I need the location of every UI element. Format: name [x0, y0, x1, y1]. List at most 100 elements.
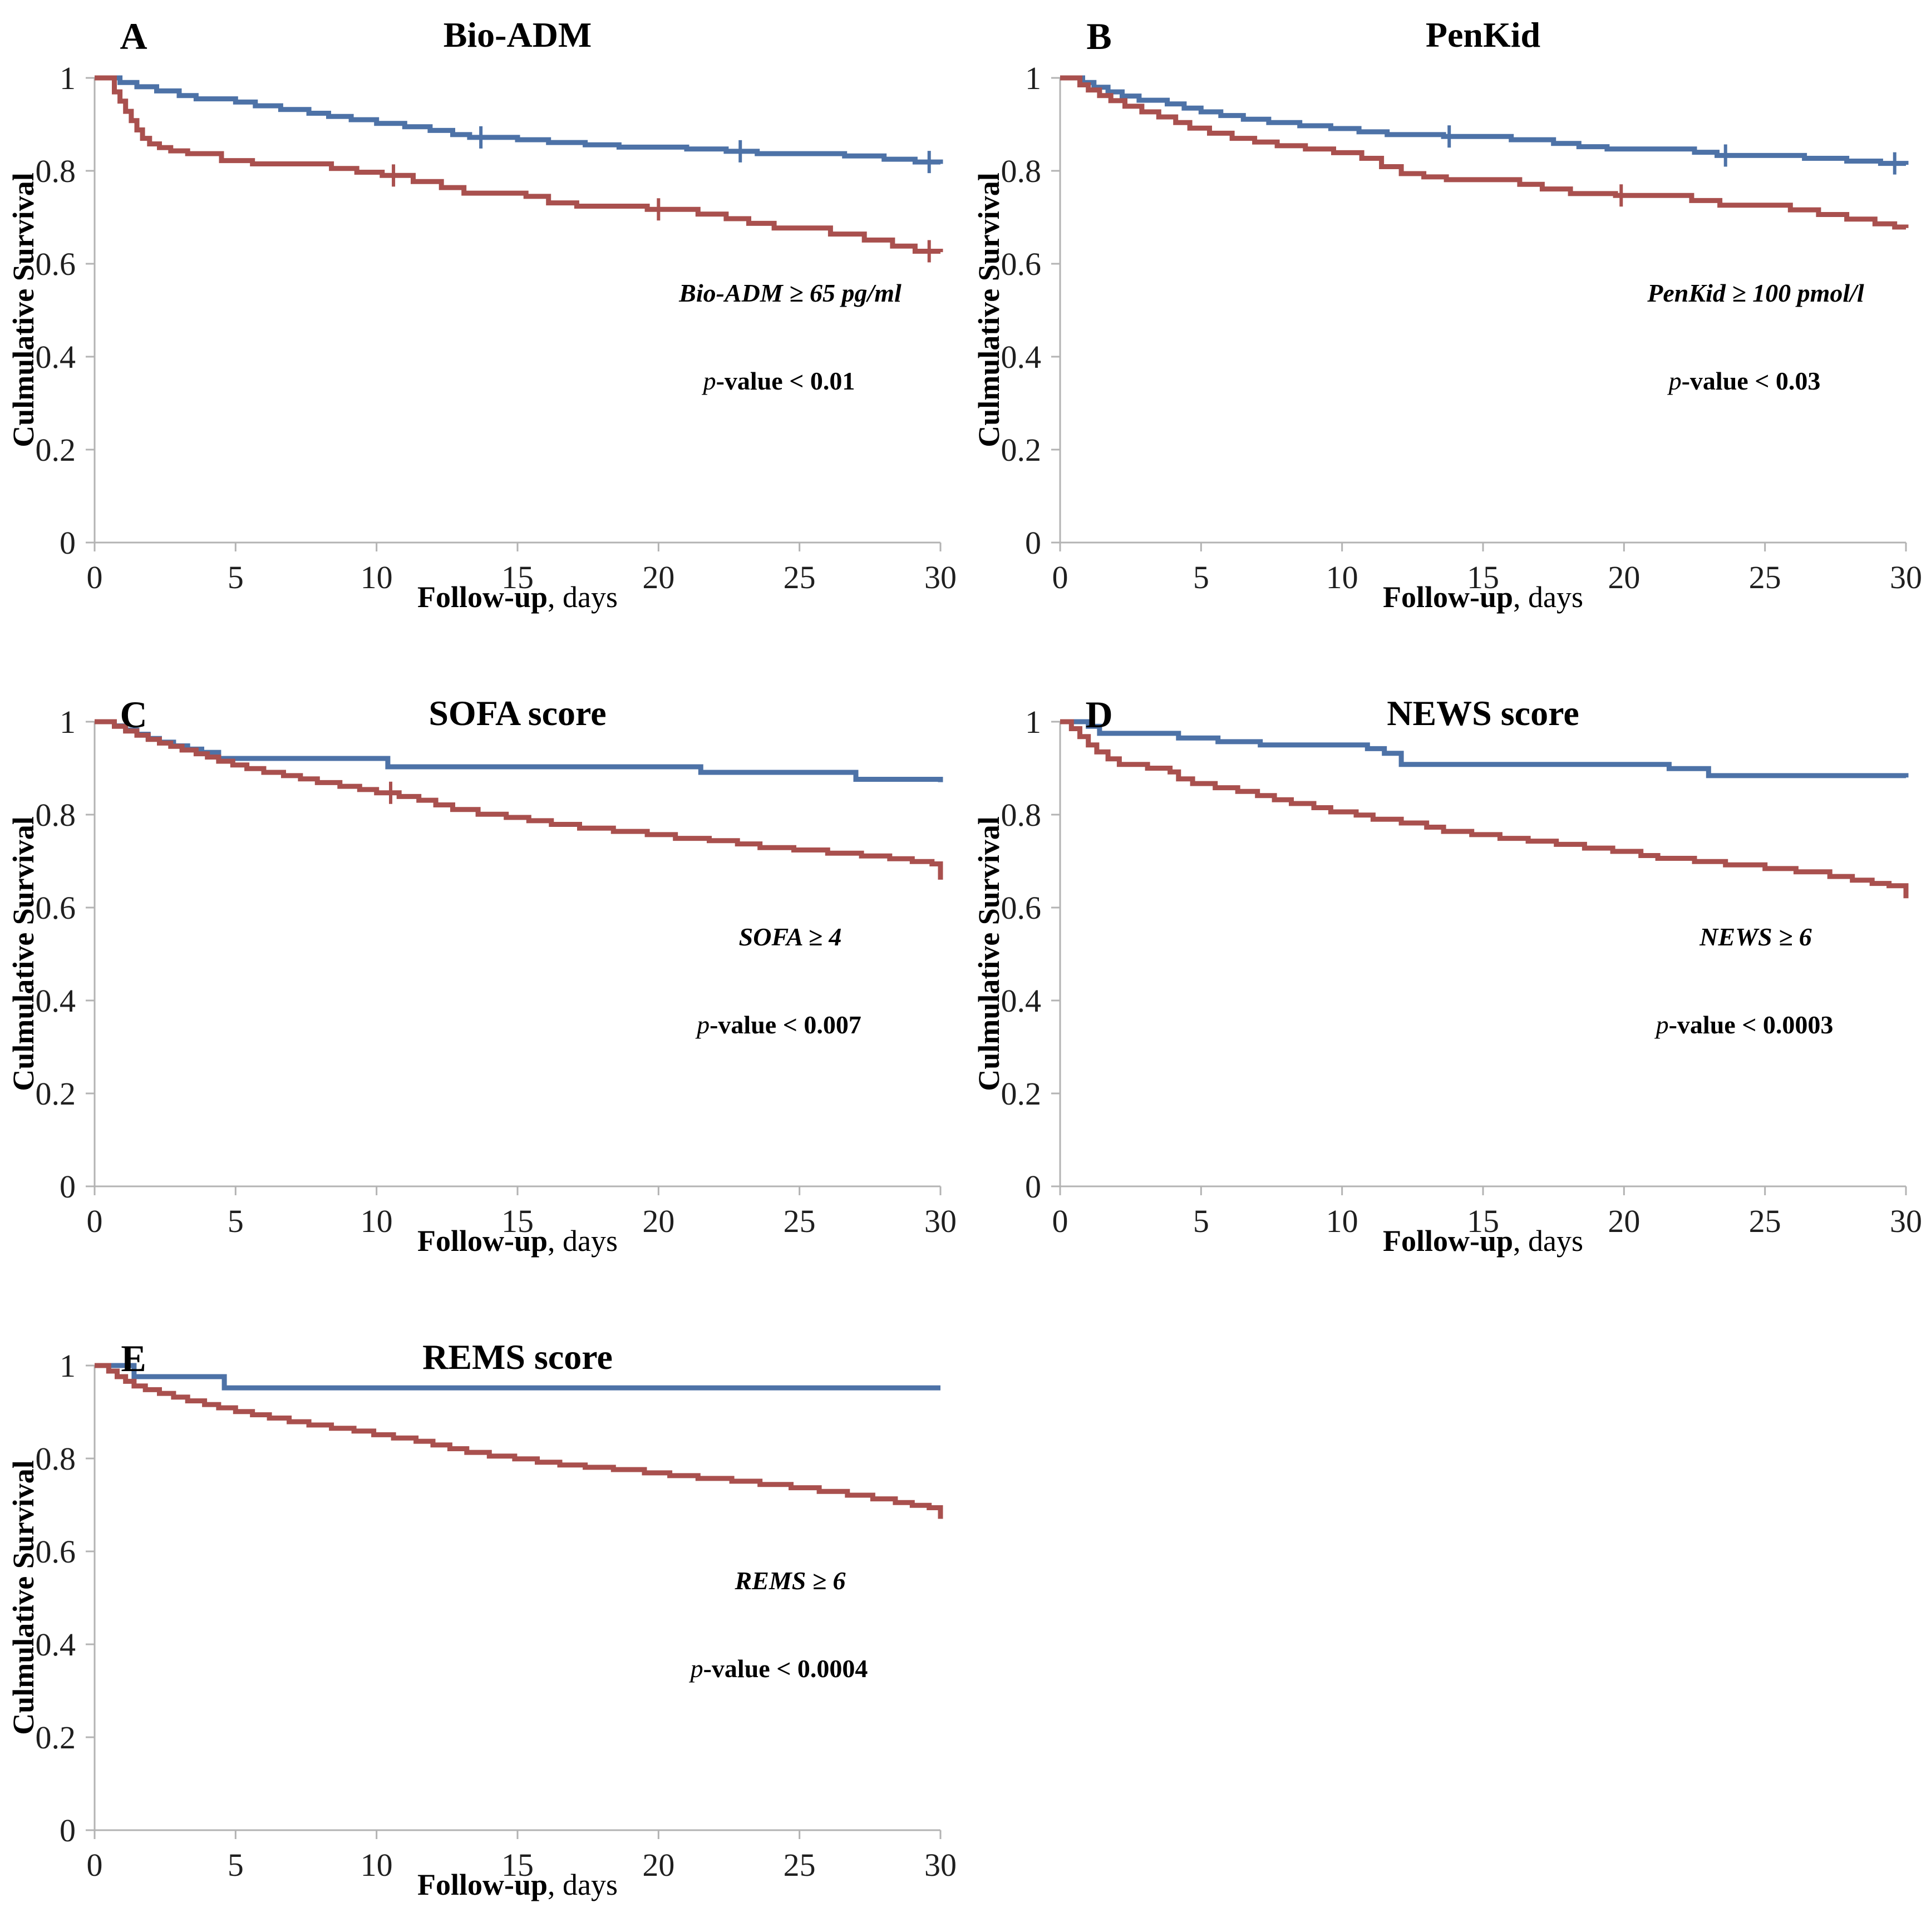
p-value-text: -value < 0.0003: [1668, 1011, 1834, 1039]
y-tick-label: 0.4: [36, 983, 76, 1019]
p-value-italic-p: p: [697, 1011, 710, 1039]
km-chart-news: 00.20.40.60.810 5 10 15 20 25 30: [1001, 704, 1923, 1239]
p-value-annotation: p-value < 0.03: [1669, 366, 1821, 396]
p-value-annotation: p-value < 0.007: [697, 1010, 861, 1039]
x-tick-label: 10: [361, 1203, 393, 1239]
panel-letter: E: [121, 1337, 146, 1379]
x-tick-label: 30: [924, 1203, 957, 1239]
x-tick-label: 15: [501, 559, 534, 595]
km-chart-bio-adm: 00.20.40.60.810 5 10 15 20 25 30: [36, 60, 957, 595]
y-tick-label: 0.6: [1001, 246, 1042, 282]
x-tick-label: 5: [1193, 559, 1209, 595]
panel-title: NEWS score: [1387, 693, 1579, 733]
x-tick-label: 10: [1326, 1203, 1358, 1239]
x-tick-label: 15: [1467, 559, 1499, 595]
x-axis-label-suffix: , days: [1513, 580, 1584, 614]
p-value-italic-p: p: [703, 367, 716, 395]
x-tick-label: 15: [1467, 1203, 1499, 1239]
x-tick-label: 5: [228, 1847, 244, 1883]
panel-letter: D: [1085, 693, 1113, 736]
km-curve-blue-group: [95, 1363, 940, 1391]
x-axis-label-bold: Follow-up: [1382, 580, 1514, 614]
x-axis-label-suffix: , days: [548, 580, 618, 614]
x-axis-label-bold: Follow-up: [417, 580, 548, 614]
y-tick-label: 0.4: [1001, 339, 1042, 375]
y-tick-label: 0.4: [36, 339, 76, 375]
panel-news: 0 0.2 0.4 0.6 0.8 1 0 5 10 15 20 25 30 D NEWS score …: [966, 644, 1931, 1288]
y-tick-label: 0.8: [36, 1441, 76, 1477]
threshold-annotation: SOFA ≥ 4: [738, 923, 842, 951]
y-tick-label: 0.2: [36, 1076, 76, 1112]
x-tick-label: 5: [1193, 1203, 1209, 1239]
x-tick-label: 30: [1890, 559, 1922, 595]
p-value-text: -value < 0.0004: [703, 1654, 868, 1683]
axis-lines: [93, 722, 940, 1187]
y-tick-label: 1: [1025, 704, 1041, 740]
x-tick-label: 0: [87, 559, 103, 595]
y-tick-label: 0.2: [1001, 1076, 1042, 1112]
panel-letter: A: [120, 15, 147, 57]
x-axis-label-suffix: , days: [1513, 1224, 1584, 1258]
x-tick-label: 20: [642, 1847, 674, 1883]
threshold-annotation: PenKid ≥ 100 pmol/l: [1647, 279, 1864, 307]
panel-rems: 0 0.2 0.4 0.6 0.8 1 0 5 10 15 20 25 30 E REMS score …: [0, 1288, 966, 1931]
km-chart-sofa: 00.20.40.60.810 5 10 15 20 25 30: [36, 704, 957, 1239]
y-axis-label: Culmulative Survival: [7, 172, 40, 447]
y-tick-label: 0.4: [1001, 983, 1042, 1019]
x-tick-label: 20: [642, 559, 674, 595]
axis-lines: [1059, 78, 1906, 544]
x-tick-label: 25: [784, 1847, 816, 1883]
y-axis-label: Culmulative Survival: [7, 1460, 40, 1735]
x-tick-label: 5: [228, 1203, 244, 1239]
x-axis-label: Follow-up, days: [1060, 1224, 1906, 1258]
x-tick-label: 0: [87, 1847, 103, 1883]
x-tick-label: 10: [361, 1847, 393, 1883]
p-value-annotation: p-value < 0.01: [703, 366, 855, 396]
x-tick-label: 0: [87, 1203, 103, 1239]
y-tick-label: 0: [1025, 525, 1041, 561]
x-tick-label: 20: [1608, 559, 1640, 595]
y-tick-label: 0.2: [36, 1719, 76, 1756]
x-axis-label: Follow-up, days: [1060, 580, 1906, 614]
y-tick-label: 1: [60, 60, 76, 96]
threshold-annotation: NEWS ≥ 6: [1700, 923, 1812, 951]
panel-title: SOFA score: [428, 693, 607, 733]
y-tick-label: 0.8: [36, 797, 76, 833]
x-axis-label-suffix: , days: [548, 1868, 618, 1901]
km-curve-red-group: [95, 75, 943, 254]
x-tick-label: 25: [1749, 559, 1781, 595]
threshold-annotation: Bio-ADM ≥ 65 pg/ml: [679, 279, 902, 307]
y-axis-label: Culmulative Survival: [7, 816, 40, 1091]
x-tick-label: 20: [1608, 1203, 1640, 1239]
y-tick-label: 0.8: [1001, 153, 1042, 189]
x-tick-label: 10: [1326, 559, 1358, 595]
x-axis-label: Follow-up, days: [95, 1224, 940, 1258]
axis-lines: [93, 78, 940, 544]
x-tick-label: 25: [784, 1203, 816, 1239]
km-curve-blue-group: [1060, 75, 1909, 166]
panel-bio-adm: 0 0.2 0.4 0.6 0.8 1 0 5 10 15 20 25 30 A Bio-ADM Cul…: [0, 0, 966, 644]
y-tick-label: 1: [60, 704, 76, 740]
y-axis-label: Culmulative Survival: [972, 172, 1006, 447]
x-tick-label: 10: [361, 559, 393, 595]
x-tick-label: 0: [1052, 559, 1068, 595]
x-tick-label: 25: [784, 559, 816, 595]
y-tick-label: 0.6: [1001, 890, 1042, 926]
x-axis-label: Follow-up, days: [95, 1867, 940, 1902]
y-tick-label: 0.6: [36, 1534, 76, 1570]
p-value-text: -value < 0.03: [1681, 367, 1821, 395]
km-curve-red-group: [95, 1363, 943, 1519]
y-tick-label: 1: [60, 1348, 76, 1384]
panel-title: PenKid: [1425, 15, 1541, 55]
panel-sofa: 0 0.2 0.4 0.6 0.8 1 0 5 10 15 20 25 30 C SOFA score …: [0, 644, 966, 1288]
axis-lines: [1059, 722, 1906, 1187]
y-tick-label: 0.8: [36, 153, 76, 189]
p-value-text: -value < 0.01: [716, 367, 855, 395]
p-value-annotation: p-value < 0.0003: [1656, 1010, 1834, 1039]
y-tick-label: 0.2: [36, 432, 76, 468]
x-tick-label: 30: [924, 1847, 957, 1883]
axis-lines: [93, 1366, 940, 1831]
y-tick-label: 0.2: [1001, 432, 1042, 468]
km-curve-blue-group: [1060, 719, 1909, 778]
